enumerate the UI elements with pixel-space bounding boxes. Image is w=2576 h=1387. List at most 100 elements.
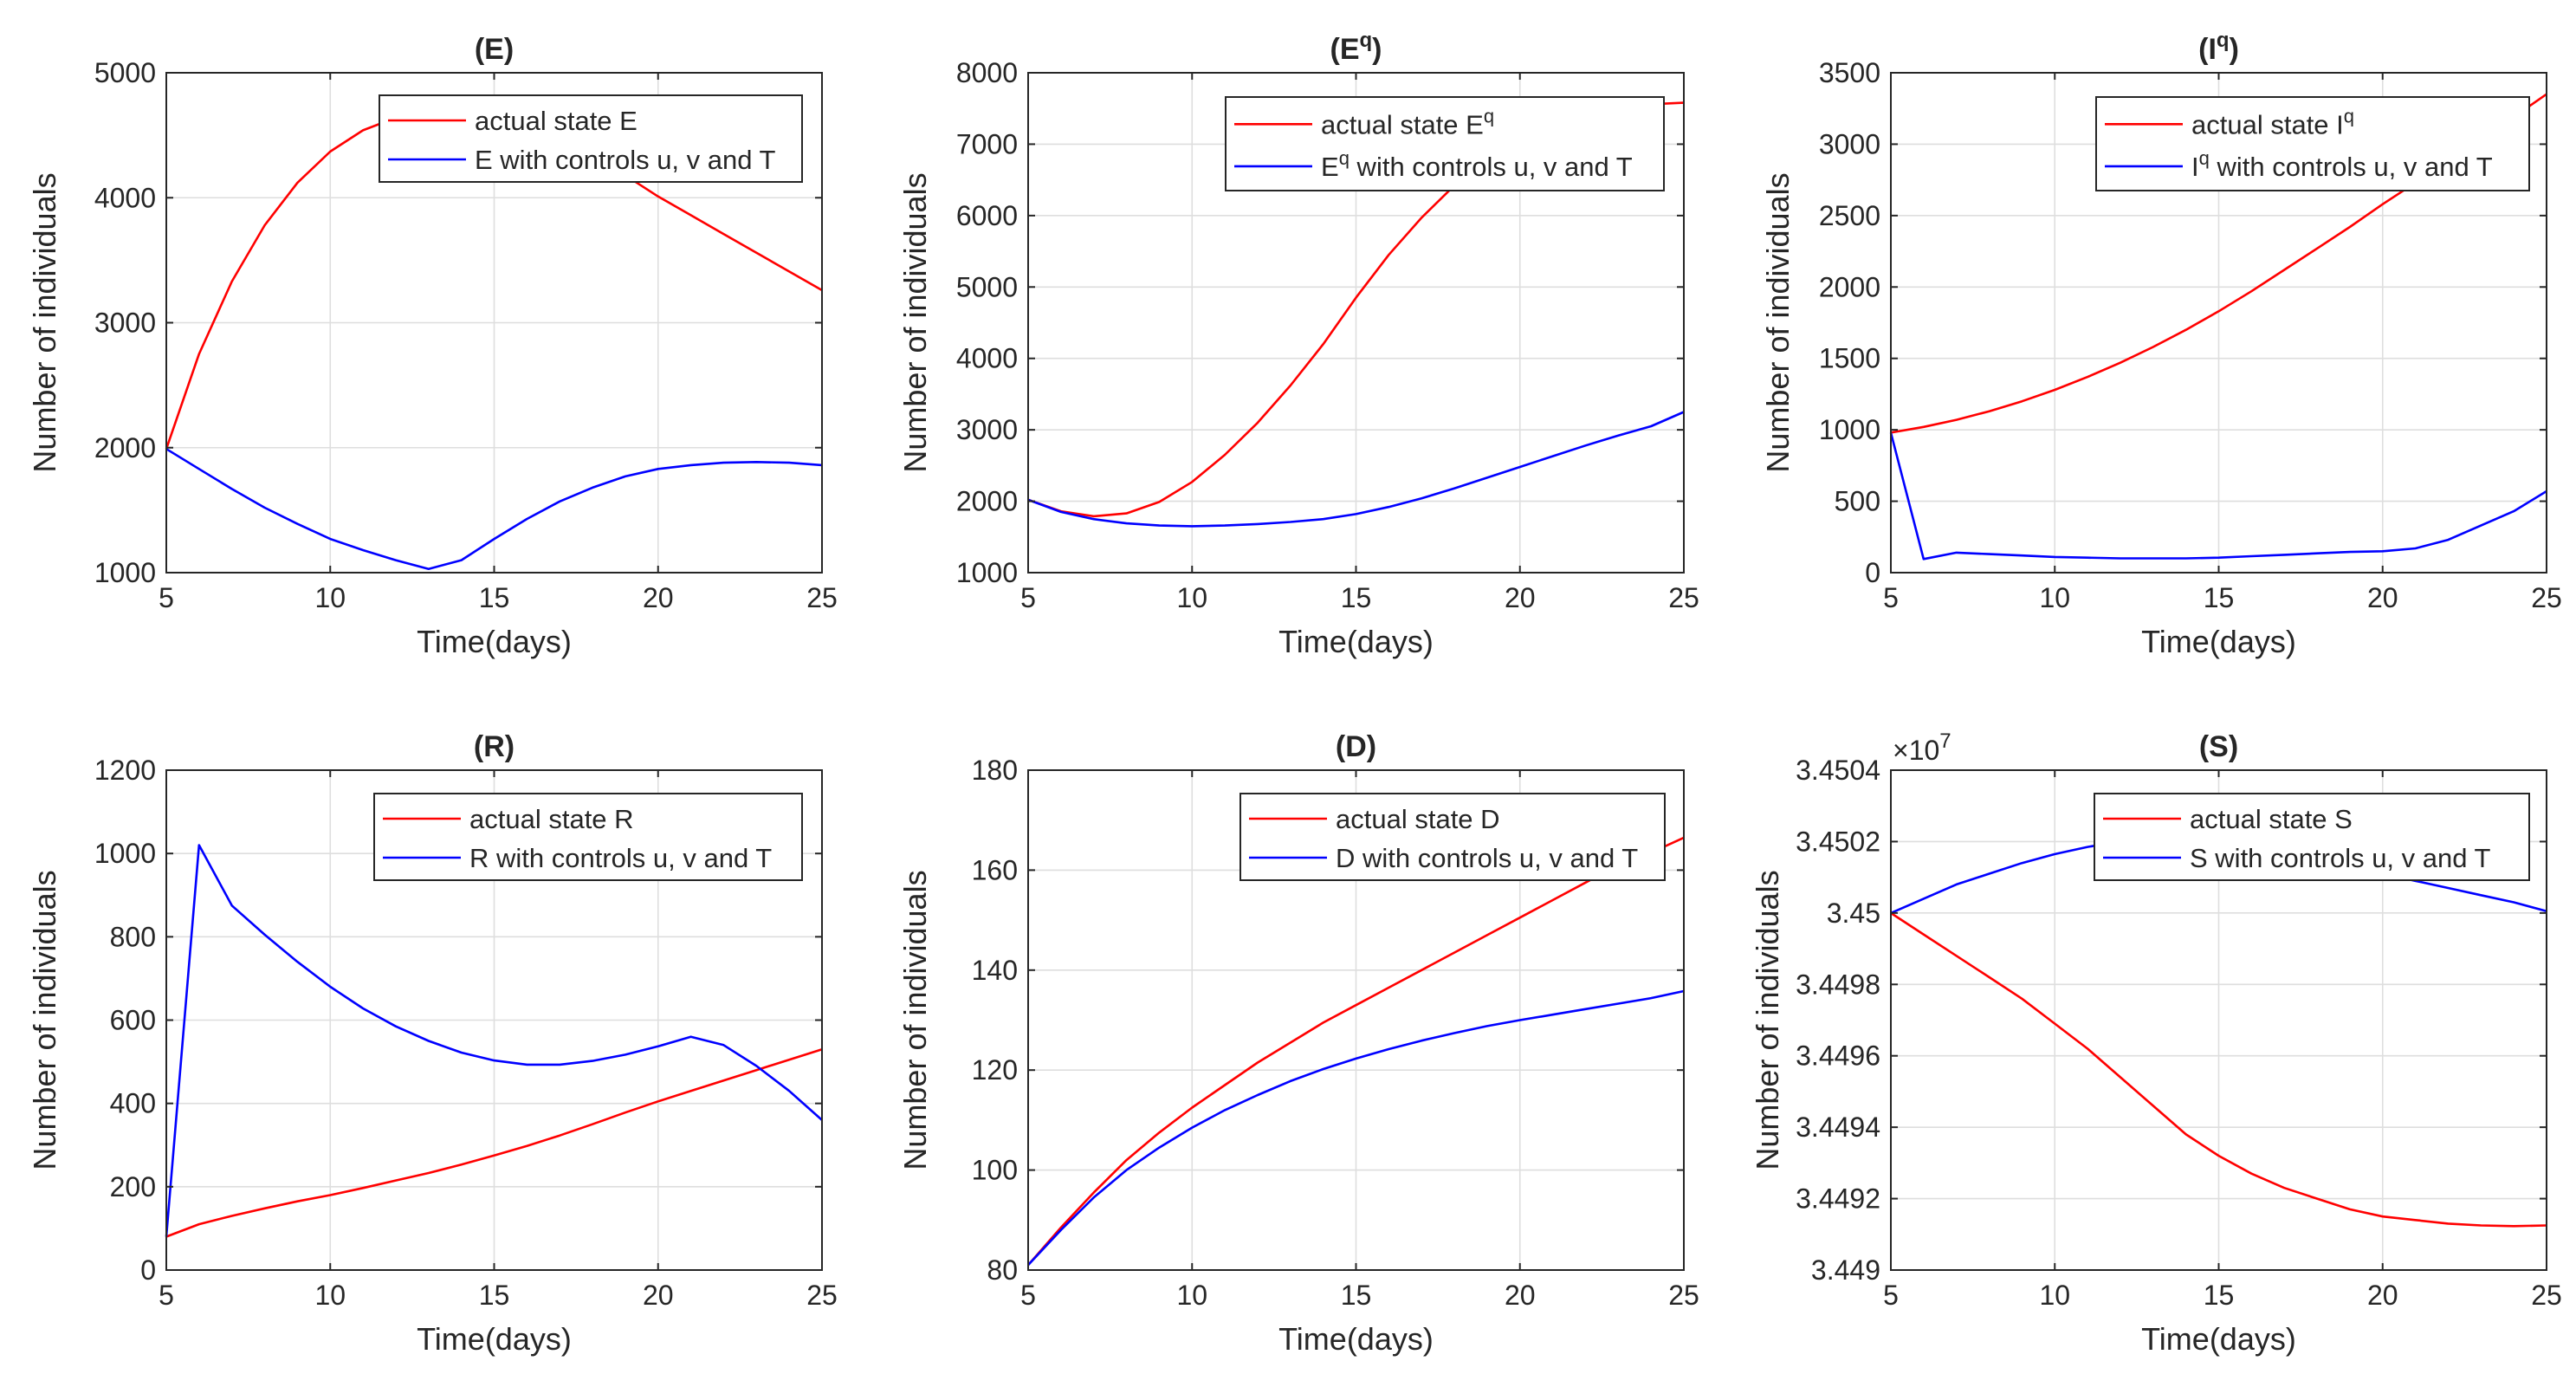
legend-entry: S with controls u, v and T — [2190, 843, 2491, 873]
series-line-actual — [165, 1047, 823, 1238]
y-tick-label: 3.4504 — [1796, 755, 1880, 786]
chart-title: (R) — [474, 730, 515, 763]
y-axis-label: Number of individuals — [1750, 870, 1785, 1170]
legend: actual state Iq Iq with controls u, v and… — [2095, 96, 2530, 191]
x-axis-label: Time(days) — [417, 1321, 572, 1357]
x-tick-label: 10 — [2039, 1280, 2070, 1311]
chart-panel-s: 5 10 15 20 25 3.449 3.4492 3.4494 3.4496 3.4498 3.… — [1750, 729, 2562, 1357]
x-tick-label: 10 — [1176, 582, 1207, 613]
x-tick-label: 20 — [643, 1280, 674, 1311]
chart-panel-r: 5 10 15 20 25 0 200 400 600 800 1000 1200 (R) Time(da… — [27, 730, 838, 1357]
legend: actual state D D with controls u, v and T — [1239, 793, 1666, 881]
chart-title: (Iq) — [2198, 29, 2239, 66]
y-tick-label: 3000 — [94, 308, 156, 339]
y-tick-label: 3.4494 — [1796, 1112, 1880, 1143]
y-tick-label: 180 — [972, 755, 1018, 786]
y-axis-label: Number of individuals — [897, 870, 933, 1170]
legend: actual state R R with controls u, v and T — [373, 793, 803, 881]
x-tick-label: 10 — [314, 1280, 346, 1311]
x-tick-label: 20 — [1505, 1280, 1536, 1311]
y-tick-label: 400 — [110, 1088, 156, 1119]
y-axis-label: Number of individuals — [27, 172, 62, 472]
x-tick-label: 5 — [1883, 1280, 1899, 1311]
y-tick-label: 3.4492 — [1796, 1183, 1880, 1215]
y-tick-label: 80 — [987, 1254, 1018, 1286]
y-tick-label: 3.449 — [1811, 1254, 1880, 1286]
x-tick-label: 15 — [2204, 1280, 2235, 1311]
chart-panel-iq: 5 10 15 20 25 0 500 1000 1500 2000 2500 3000 3500 (Iq… — [1760, 29, 2562, 659]
y-axis-label: Number of individuals — [1760, 172, 1796, 472]
y-tick-label: 3.45 — [1827, 898, 1880, 929]
x-tick-label: 5 — [1883, 582, 1899, 613]
x-tick-label: 5 — [1020, 582, 1036, 613]
legend-box — [2095, 96, 2530, 191]
legend-box — [373, 793, 803, 881]
y-tick-label: 5000 — [956, 271, 1018, 302]
y-tick-label: 3.4502 — [1796, 826, 1880, 857]
series-line-controlled — [165, 844, 823, 1237]
y-tick-label: 3000 — [1819, 128, 1880, 159]
y-tick-label: 2500 — [1819, 200, 1880, 231]
x-axis-label: Time(days) — [417, 624, 572, 659]
legend-entry: Eq with controls u, v and T — [1321, 147, 1633, 182]
y-tick-label: 5000 — [94, 57, 156, 88]
y-tick-label: 1000 — [94, 838, 156, 869]
y-tick-label: 3.4498 — [1796, 969, 1880, 1000]
legend: actual state S S with controls u, v and T — [2094, 793, 2530, 881]
y-tick-label: 200 — [110, 1171, 156, 1202]
series-line-actual — [1890, 911, 2547, 1228]
x-tick-label: 15 — [479, 582, 510, 613]
x-tick-label: 10 — [1176, 1280, 1207, 1311]
y-tick-label: 2000 — [1819, 271, 1880, 302]
x-tick-label: 5 — [159, 582, 174, 613]
chart-panel-e: 5 10 15 20 25 1000 2000 3000 4000 5000 (E) Time(day… — [27, 33, 838, 659]
x-tick-label: 5 — [159, 1280, 174, 1311]
y-tick-label: 2000 — [94, 432, 156, 463]
y-tick-label: 1000 — [94, 557, 156, 588]
x-tick-label: 20 — [1505, 582, 1536, 613]
x-tick-label: 20 — [2367, 582, 2398, 613]
chart-title: (S) — [2199, 730, 2238, 763]
legend-box — [379, 94, 803, 183]
series-line-controlled — [1027, 989, 1685, 1267]
x-tick-label: 15 — [1341, 1280, 1372, 1311]
legend-entry: D with controls u, v and T — [1336, 843, 1638, 873]
x-tick-label: 15 — [1341, 582, 1372, 613]
y-tick-label: 3500 — [1819, 57, 1880, 88]
y-tick-label: 7000 — [956, 128, 1018, 159]
x-tick-label: 5 — [1020, 1280, 1036, 1311]
y-tick-label: 0 — [1865, 557, 1880, 588]
x-tick-label: 25 — [2531, 582, 2562, 613]
y-tick-label: 600 — [110, 1005, 156, 1036]
legend-entry: actual state E — [475, 106, 638, 136]
legend: actual state Eq Eq with controls u, v and… — [1225, 96, 1665, 191]
y-tick-label: 1000 — [956, 557, 1018, 588]
y-tick-label: 100 — [972, 1155, 1018, 1186]
y-axis-label: Number of individuals — [897, 172, 933, 472]
y-tick-label: 140 — [972, 955, 1018, 986]
x-tick-label: 25 — [1668, 1280, 1699, 1311]
x-tick-label: 10 — [314, 582, 346, 613]
x-tick-label: 15 — [2204, 582, 2235, 613]
series-line-controlled — [1027, 411, 1685, 528]
y-tick-label: 4000 — [94, 182, 156, 213]
x-tick-label: 25 — [806, 582, 838, 613]
y-exponent-label: ×107 — [1893, 729, 1951, 766]
chart-panel-eq: 5 10 15 20 25 1000 2000 3000 4000 5000 6000 7000 800… — [897, 29, 1699, 659]
x-axis-label: Time(days) — [2141, 1321, 2296, 1357]
series-line-controlled — [165, 448, 823, 571]
y-tick-label: 2000 — [956, 486, 1018, 517]
y-tick-label: 1000 — [1819, 414, 1880, 445]
legend-box — [1239, 793, 1666, 881]
y-tick-label: 120 — [972, 1054, 1018, 1086]
series-line-controlled — [1889, 432, 2547, 561]
y-tick-label: 160 — [972, 854, 1018, 885]
legend-entry: actual state Iq — [2191, 105, 2354, 139]
y-axis-label: Number of individuals — [27, 870, 62, 1170]
x-tick-label: 20 — [2367, 1280, 2398, 1311]
y-tick-label: 800 — [110, 921, 156, 952]
legend-entry: Iq with controls u, v and T — [2191, 147, 2493, 182]
legend-entry: actual state D — [1336, 804, 1500, 834]
x-axis-label: Time(days) — [1278, 624, 1434, 659]
y-tick-label: 1500 — [1819, 343, 1880, 374]
